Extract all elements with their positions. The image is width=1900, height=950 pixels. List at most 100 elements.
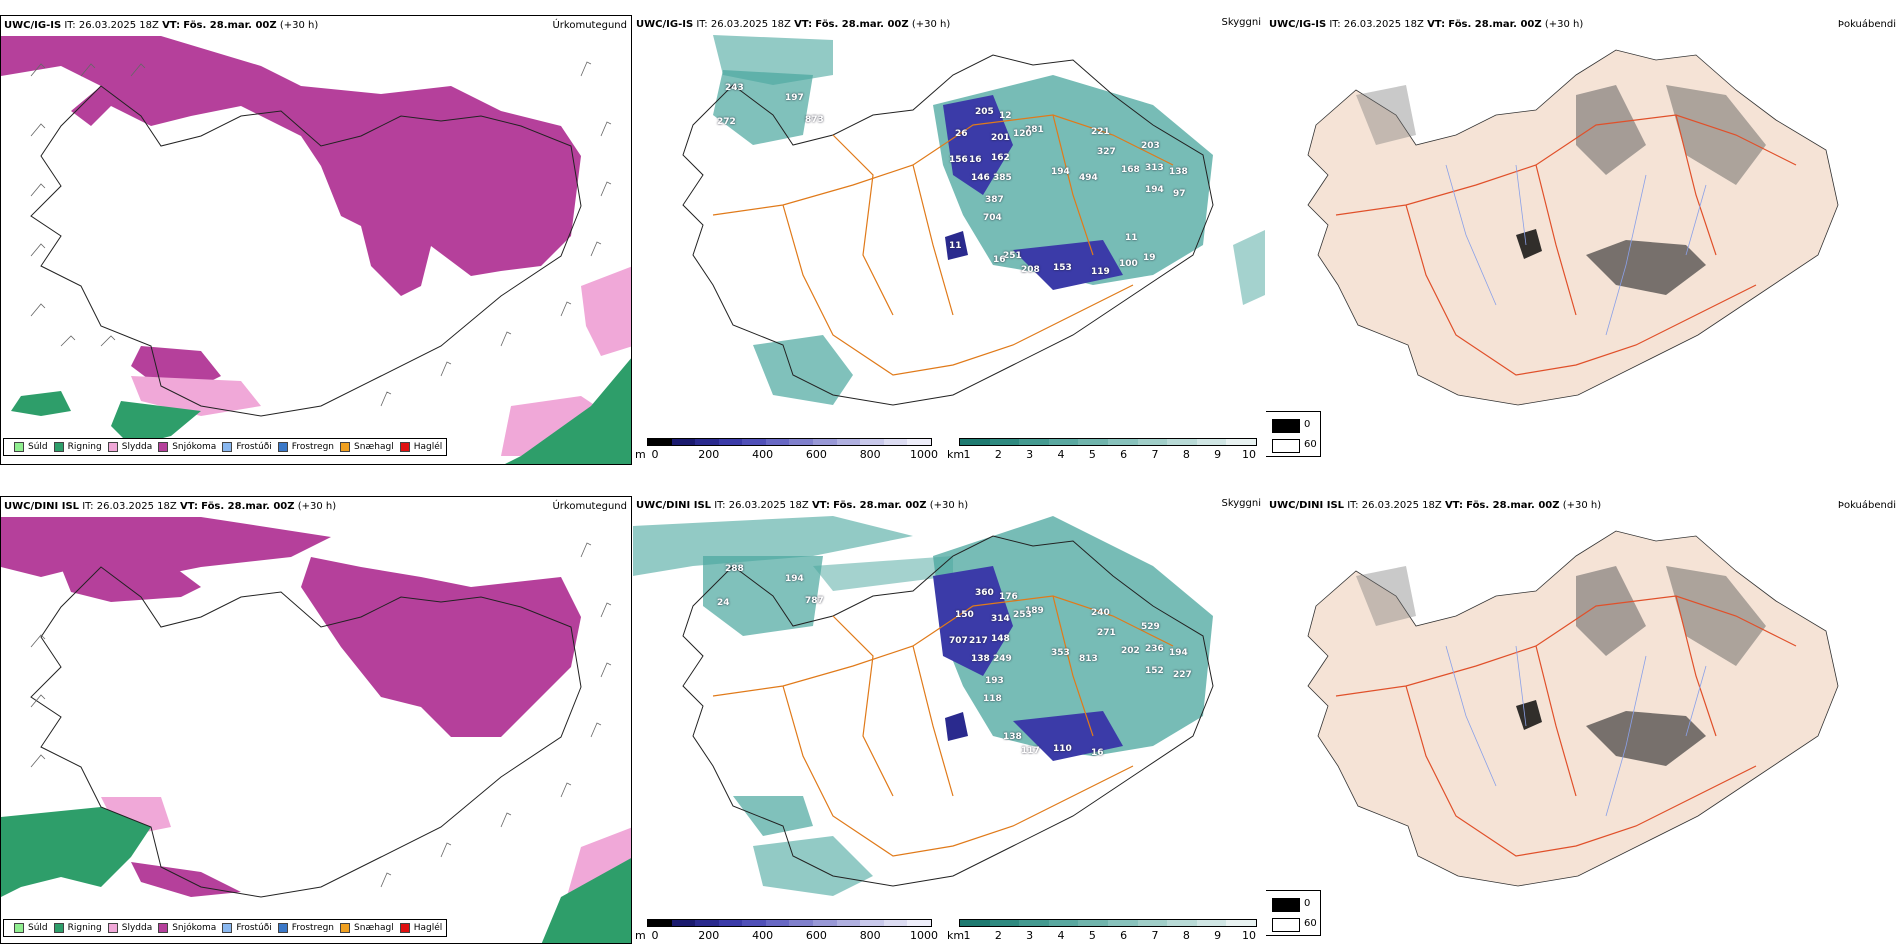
scale-color-step — [836, 439, 861, 445]
wind-barbs — [30, 61, 612, 407]
elevation-label: 11 — [949, 241, 962, 251]
scale-color-step — [1167, 920, 1197, 926]
scale-tick: 7 — [1151, 448, 1159, 461]
scale-color-step — [695, 439, 719, 445]
elevation-label: 148 — [991, 634, 1010, 644]
legend-swatch — [158, 923, 169, 933]
elevation-label: 208 — [1021, 265, 1040, 275]
elevation-label: 197 — [785, 93, 804, 103]
high-elev-area — [1013, 240, 1123, 290]
elevation-label: 110 — [1053, 744, 1072, 754]
panel-title: UWC/DINI ISL IT: 26.03.2025 18Z VT: Fös.… — [4, 501, 337, 512]
scale-color-step — [671, 920, 696, 926]
elevation-label: 873 — [805, 115, 824, 125]
fog-area — [1516, 229, 1542, 259]
elevation-label: 288 — [725, 564, 744, 574]
scale-tick: 2 — [994, 448, 1002, 461]
scale-color-step — [883, 439, 908, 445]
scale-color-step — [883, 920, 908, 926]
elevation-label: 236 — [1145, 644, 1164, 654]
fog-legend-value: 60 — [1304, 439, 1317, 450]
panel-label: Þokuábendi — [1837, 500, 1896, 511]
scale-tick: 2 — [994, 929, 1002, 942]
visibility-map-2 — [633, 516, 1214, 896]
road-network — [712, 595, 1174, 857]
elevation-label: 16 — [1091, 748, 1104, 758]
fog-area — [1356, 566, 1416, 626]
precip-legend: Súld Rigning Slydda Snjókoma Frostúði Frostre… — [3, 438, 448, 456]
legend-label: Snjókoma — [172, 923, 217, 933]
road-network — [712, 114, 1174, 376]
snow-area — [1, 36, 581, 296]
scale-color-step — [742, 439, 766, 445]
fog-map-1 — [1307, 49, 1839, 406]
scale-tick: 1000 — [910, 448, 938, 461]
elevation-label: 529 — [1141, 622, 1160, 632]
scale-tick: 1 — [963, 929, 971, 942]
scale-tick: 1 — [963, 448, 971, 461]
scale-color-step — [813, 920, 837, 926]
panel-label: Þokuábendi — [1837, 19, 1896, 30]
legend-label: Frostregn — [291, 923, 335, 933]
elevation-label: 249 — [993, 654, 1012, 664]
high-elev-area — [945, 231, 968, 260]
low-vis-area — [933, 516, 1213, 756]
elevation-label: 117 — [1021, 746, 1040, 756]
elevation-label: 176 — [999, 592, 1018, 602]
scale-color-step — [1078, 920, 1108, 926]
legend-label: Haglél — [413, 442, 443, 452]
sleet-area — [501, 396, 611, 456]
scale-tick: 9 — [1214, 929, 1222, 942]
elevation-label: 251 — [1003, 251, 1022, 261]
elevation-label: 272 — [717, 117, 736, 127]
fog-legend-swatch — [1272, 918, 1300, 932]
scale-tick: 4 — [1057, 448, 1065, 461]
scale-color-step — [1019, 920, 1049, 926]
elevation-label: 240 — [1091, 608, 1110, 618]
panel-title: UWC/IG-IS IT: 26.03.2025 18Z VT: Fös. 28… — [636, 19, 951, 30]
scale-color-step — [648, 920, 672, 926]
scale-tick: 4 — [1057, 929, 1065, 942]
scale-color-step — [1137, 439, 1168, 445]
elevation-label: 327 — [1097, 147, 1116, 157]
scale-color-step — [989, 920, 1020, 926]
legend-label: Rigning — [67, 923, 102, 933]
iceland-land — [1307, 530, 1839, 887]
road-network — [1335, 114, 1797, 376]
rain-area — [1, 807, 151, 897]
legend-swatch — [53, 442, 64, 452]
scale-tick: 8 — [1182, 448, 1190, 461]
elevation-label: 138 — [1003, 732, 1022, 742]
scale-tick: 5 — [1088, 448, 1096, 461]
scale-unit: m — [635, 929, 646, 942]
fog-legend-swatch — [1272, 419, 1300, 433]
scale-tick: 3 — [1026, 448, 1034, 461]
scale-tick: 400 — [752, 448, 774, 461]
scale-color-step — [860, 920, 884, 926]
elevation-label: 194 — [785, 574, 804, 584]
scale-color-step — [813, 439, 837, 445]
scale-tick: 3 — [1026, 929, 1034, 942]
low-vis-area — [703, 556, 823, 636]
elevation-label: 217 — [969, 636, 988, 646]
scale-color-step — [836, 920, 861, 926]
fog-panel-2: UWC/DINI ISL IT: 26.03.2025 18Z VT: Fös.… — [1266, 496, 1900, 944]
scale-color-step — [1226, 439, 1256, 445]
scale-color-step — [1048, 439, 1079, 445]
scale-color-step — [907, 920, 931, 926]
precip-type-panel-2: UWC/DINI ISL IT: 26.03.2025 18Z VT: Fös.… — [0, 496, 632, 944]
scale-color-step — [718, 920, 743, 926]
visibility-panel-1: UWC/IG-IS IT: 26.03.2025 18Z VT: Fös. 28… — [633, 15, 1265, 465]
elevation-label: 353 — [1051, 648, 1070, 658]
snow-area — [1, 517, 331, 577]
scale-color-step — [1137, 920, 1168, 926]
fog-panel-1: UWC/IG-IS IT: 26.03.2025 18Z VT: Fös. 28… — [1266, 15, 1900, 465]
fog-area — [1356, 85, 1416, 145]
scale-color-step — [989, 439, 1020, 445]
legend-swatch — [107, 442, 118, 452]
scale-tick: 7 — [1151, 929, 1159, 942]
scale-color-step — [960, 920, 990, 926]
elevation-label: 202 — [1121, 646, 1140, 656]
scale-tick: 200 — [698, 929, 720, 942]
scale-color-step — [1196, 439, 1227, 445]
